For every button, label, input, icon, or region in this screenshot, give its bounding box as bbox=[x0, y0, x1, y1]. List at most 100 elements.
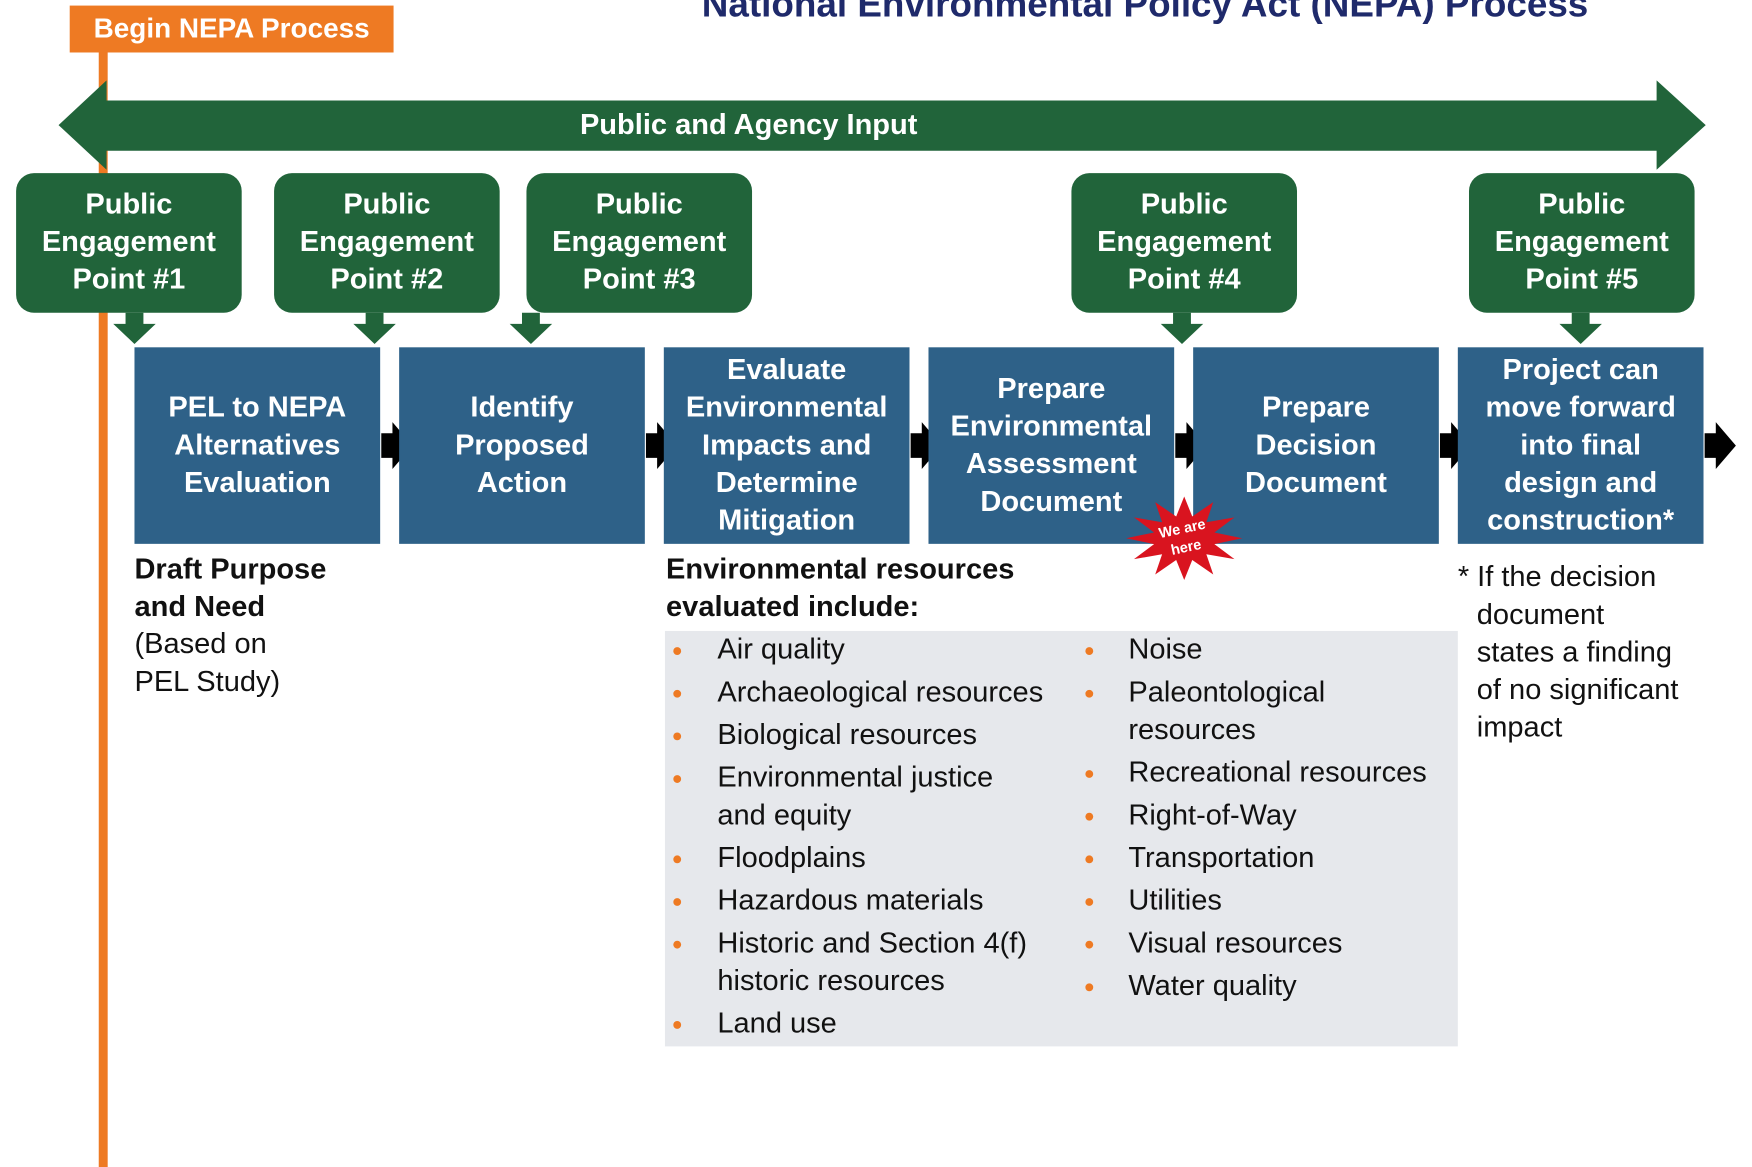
resources-heading: Environmental resources bbox=[666, 553, 1014, 585]
resources-heading: evaluated include: bbox=[666, 591, 919, 623]
step-label: Alternatives bbox=[174, 429, 340, 461]
step-label: Environmental bbox=[686, 392, 888, 424]
resource-item: Environmental justice bbox=[717, 762, 993, 794]
step-label: PEL to NEPA bbox=[168, 392, 346, 424]
step-label: construction* bbox=[1487, 505, 1675, 537]
bullet bbox=[673, 898, 682, 906]
bullet bbox=[673, 855, 682, 864]
draft-heading: and Need bbox=[134, 591, 265, 623]
step-label: Project can bbox=[1502, 354, 1658, 386]
input-banner-label: Public and Agency Input bbox=[580, 109, 918, 141]
bullet bbox=[673, 647, 682, 655]
engagement-box bbox=[1071, 173, 1298, 313]
resource-item: Water quality bbox=[1128, 970, 1297, 1002]
step-label: Decision bbox=[1256, 429, 1377, 461]
resource-item: Biological resources bbox=[717, 719, 977, 751]
step-label: Environmental bbox=[951, 411, 1153, 443]
resource-item: Air quality bbox=[717, 634, 845, 666]
resource-item: Land use bbox=[717, 1008, 836, 1040]
bullet bbox=[1085, 940, 1094, 949]
engagement-label: Engagement bbox=[1097, 226, 1271, 258]
resource-item: historic resources bbox=[717, 965, 944, 997]
step-label: Proposed bbox=[455, 429, 589, 461]
engagement-label: Public bbox=[596, 188, 683, 220]
resource-item: Utilities bbox=[1128, 885, 1222, 917]
engagement-label: Public bbox=[85, 188, 172, 220]
step-box bbox=[134, 347, 381, 544]
step-box bbox=[928, 347, 1175, 544]
footnote: states a finding bbox=[1477, 636, 1672, 668]
step-arrow bbox=[1175, 422, 1207, 470]
engagement-label: Engagement bbox=[300, 226, 474, 258]
bullet bbox=[1085, 855, 1094, 864]
bullet bbox=[1085, 898, 1094, 906]
resource-item: Recreational resources bbox=[1128, 757, 1426, 789]
engagement-label: Point #5 bbox=[1525, 264, 1638, 296]
step-label: Determine bbox=[716, 467, 858, 499]
step-label: move forward bbox=[1486, 392, 1676, 424]
step-label: Prepare bbox=[997, 373, 1105, 405]
step-label: Mitigation bbox=[718, 505, 855, 537]
engagement-label: Point #3 bbox=[583, 264, 696, 296]
engagement-box bbox=[16, 173, 242, 313]
title: National Environmental Policy Act (NEPA)… bbox=[702, 0, 1589, 24]
step-label: into final bbox=[1520, 429, 1641, 461]
timeline-line bbox=[98, 44, 108, 1167]
resource-item: Hazardous materials bbox=[717, 885, 983, 917]
draft-heading: Draft Purpose bbox=[134, 553, 326, 585]
input-banner-arrow bbox=[58, 80, 1706, 170]
step-arrow bbox=[910, 422, 942, 470]
step-label: Document bbox=[1245, 467, 1387, 499]
engagement-arrow bbox=[353, 312, 396, 344]
step-box bbox=[399, 347, 645, 544]
engagement-arrow bbox=[1160, 312, 1204, 344]
draft-note: PEL Study) bbox=[134, 666, 280, 698]
step-label: Impacts and bbox=[702, 429, 871, 461]
engagement-arrow bbox=[1559, 312, 1602, 344]
engagement-label: Point #1 bbox=[72, 264, 185, 296]
resource-item: resources bbox=[1128, 714, 1255, 746]
footnote: * If the decision bbox=[1458, 561, 1656, 593]
engagement-box bbox=[274, 173, 500, 313]
step-box bbox=[1457, 347, 1704, 544]
start-box bbox=[69, 5, 394, 53]
step-arrow bbox=[381, 422, 413, 470]
start-label: Begin NEPA Process bbox=[94, 13, 370, 44]
bullet bbox=[1085, 983, 1094, 992]
engagement-arrow bbox=[113, 312, 156, 344]
bullet bbox=[1085, 770, 1094, 778]
step-label: Identify bbox=[470, 392, 573, 424]
resource-item: Historic and Section 4(f) bbox=[717, 927, 1027, 959]
bullet bbox=[1085, 647, 1094, 655]
step-arrow bbox=[645, 422, 678, 470]
badge-label: here bbox=[1170, 537, 1203, 559]
step-label: Evaluate bbox=[727, 354, 846, 386]
engagement-label: Engagement bbox=[1495, 226, 1669, 258]
draft-note: (Based on bbox=[134, 628, 266, 660]
bullet bbox=[1085, 689, 1094, 698]
content: Public Engagement Point #1 Public Engagement… bbox=[16, 173, 1736, 1040]
bullet bbox=[1085, 812, 1094, 821]
footnote: impact bbox=[1477, 712, 1562, 744]
step-box bbox=[1193, 347, 1439, 544]
bullet bbox=[673, 940, 682, 949]
engagement-label: Engagement bbox=[42, 226, 216, 258]
step-arrow bbox=[1439, 422, 1472, 470]
resource-item: Noise bbox=[1128, 634, 1202, 666]
footnote: document bbox=[1477, 599, 1604, 631]
step-box bbox=[663, 347, 910, 544]
engagement-label: Engagement bbox=[552, 226, 726, 258]
engagement-label: Public bbox=[1141, 188, 1228, 220]
step-label: design and bbox=[1504, 467, 1657, 499]
engagement-box bbox=[1468, 173, 1695, 313]
resources-panel bbox=[664, 630, 1458, 1047]
engagement-label: Public bbox=[343, 188, 430, 220]
resource-item: and equity bbox=[717, 799, 851, 831]
bullet bbox=[673, 689, 682, 698]
step-label: Prepare bbox=[1262, 392, 1370, 424]
step-label: Action bbox=[477, 467, 567, 499]
bullet bbox=[673, 1021, 682, 1029]
